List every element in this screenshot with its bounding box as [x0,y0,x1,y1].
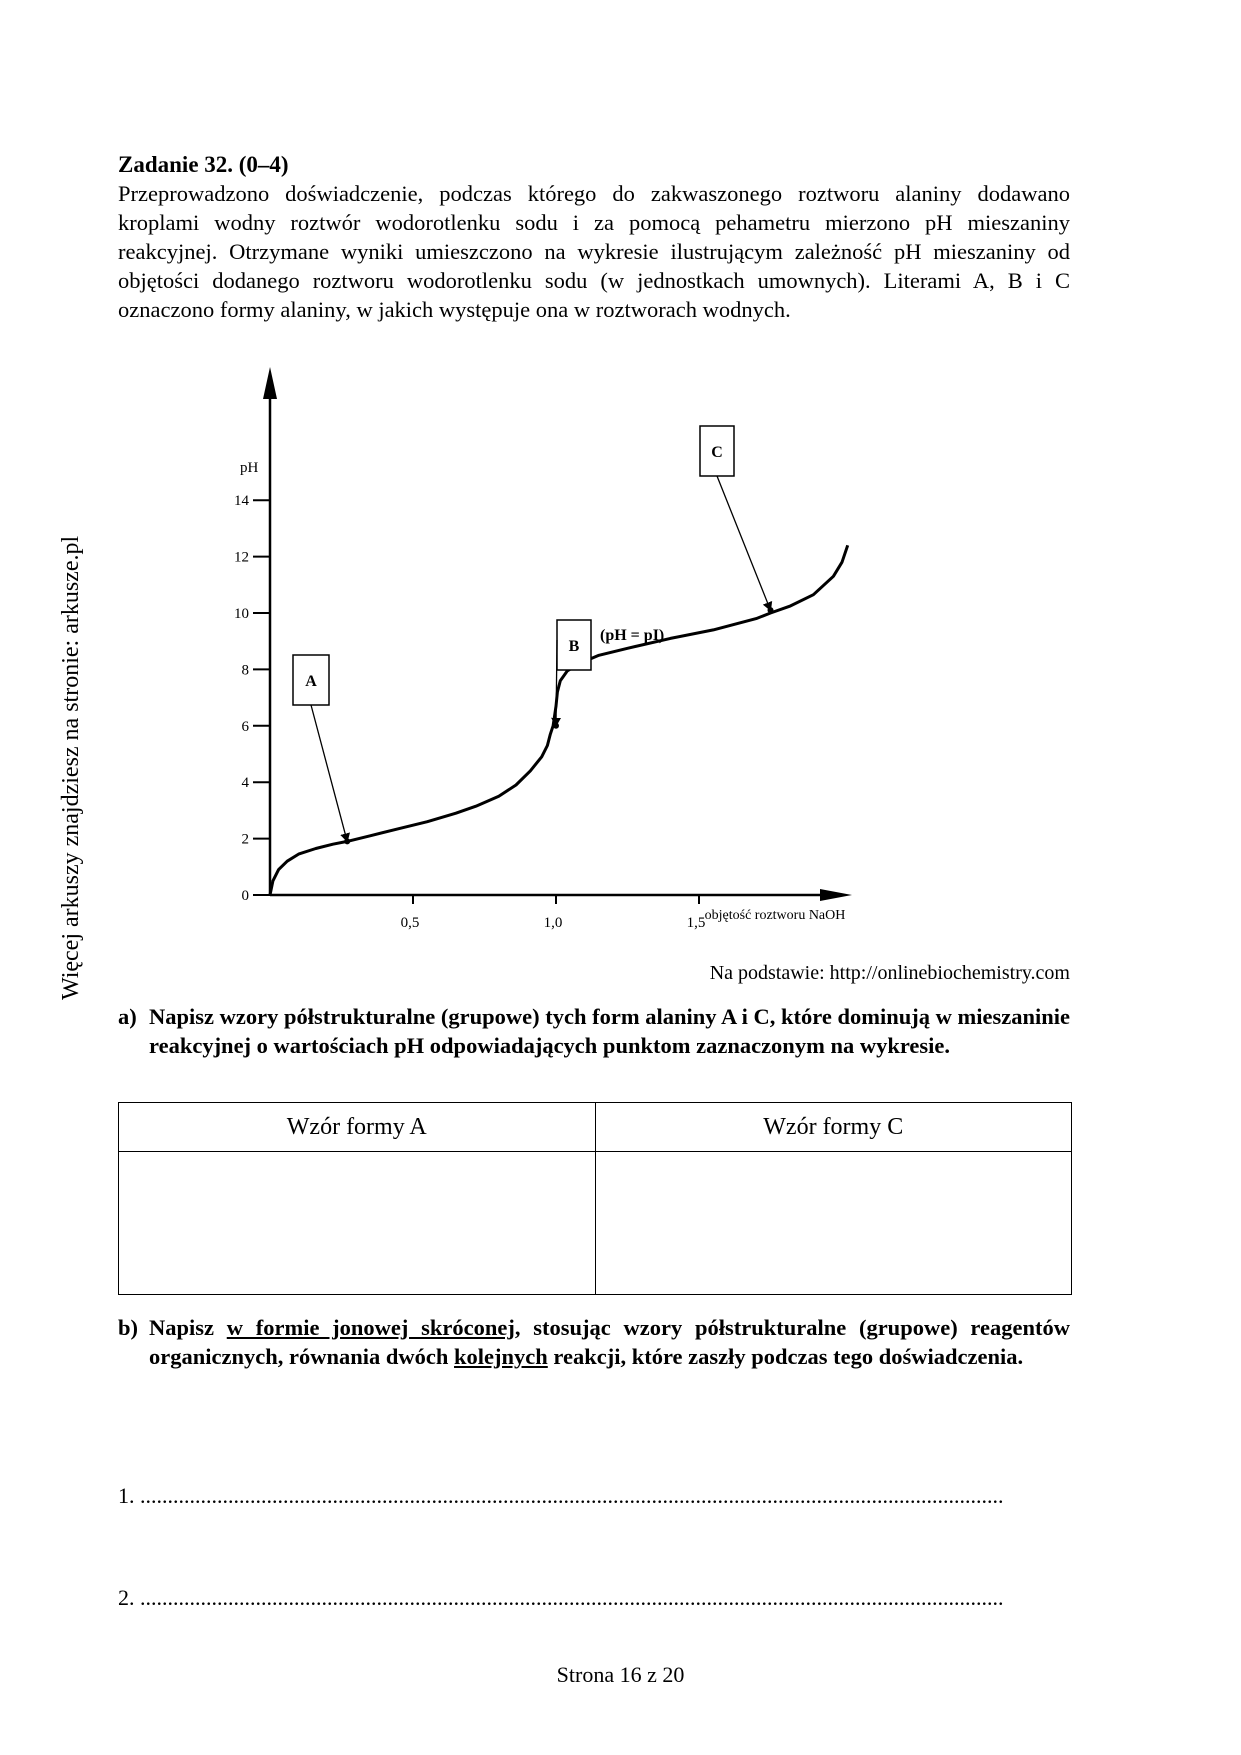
annotation-box-a [292,654,330,706]
question-b-number: b) [118,1315,139,1340]
task-title: Zadanie 32. (0–4) [118,152,289,177]
question-b-underline-2: kolejnych [454,1344,548,1369]
titration-chart: pH objętość roztworu NaOH 0 2 4 6 8 10 12 14 0,5 1,… [200,365,980,945]
question-b-text-3: reakcji, które zaszły podczas tego doświ… [547,1344,1024,1369]
annotation-point-c [767,607,774,614]
x-tick-label: 0,5 [401,915,420,931]
annotation-box-b [556,619,592,671]
answer-cell-a[interactable] [118,1151,596,1295]
annotation-arrow-a [310,704,350,843]
question-b: b) Napisz w formie jonowej skróconej, st… [118,1313,1070,1371]
y-tick-label: 12 [234,550,249,566]
question-b-underline-1: w formie jonowej skróconej [226,1315,515,1340]
titration-curve [268,544,850,896]
y-tick-label: 0 [242,888,250,904]
y-tick-label: 2 [242,832,250,848]
annotation-arrow-c [716,475,773,612]
task-intro: Przeprowadzono doświadczenie, podczas kt… [118,181,1070,322]
y-tick-label: 4 [242,775,250,791]
x-tick-label: 1,5 [687,915,706,931]
question-b-text-1: Napisz [149,1315,227,1340]
chart-svg: pH objętość roztworu NaOH 0 2 4 6 8 10 12 14 0,5 1,… [234,367,852,931]
annotation-label-c: C [711,444,723,461]
annotation-arrow-b [551,639,562,727]
question-b-text-2: , stosując wzory półstrukturalne (grupow… [149,1315,1070,1369]
y-axis-label: pH [240,460,259,476]
answer-cell-c[interactable] [594,1151,1072,1295]
question-a-text: Napisz wzory półstrukturalne (grupowe) t… [149,1004,1070,1058]
x-tick-label: 1,0 [544,915,563,931]
question-a-number: a) [118,1004,137,1029]
y-tick-label: 6 [242,719,250,735]
y-axis-arrowhead [263,367,277,399]
annotation-box-c [699,425,735,477]
task-block: Zadanie 32. (0–4) Przeprowadzono doświad… [118,150,1070,324]
answer-line-1[interactable]: 1. .....................................… [118,1483,1004,1508]
answer-table: Wzór formy A Wzór formy C [118,1102,1072,1295]
annotation-point-a [344,838,351,845]
annotation-label-a: A [305,673,317,690]
page-footer: Strona 16 z 20 [556,1662,685,1687]
annotation-note-b: (pH = pI) [600,627,664,644]
x-axis-label: objętość roztworu NaOH [705,908,846,923]
y-tick-label: 8 [242,662,250,678]
question-a: a) Napisz wzory półstrukturalne (grupowe… [118,1002,1070,1060]
annotation-point-b [553,722,559,729]
answer-line-2[interactable]: 2. .....................................… [118,1585,1004,1610]
answer-table-header-c: Wzór formy C [594,1102,1072,1152]
x-axis-arrowhead [820,889,852,901]
y-tick-label: 10 [234,606,249,622]
y-tick-label: 14 [234,493,250,509]
side-note: Więcej arkuszy znajdziesz na stronie: ar… [58,535,84,1000]
answer-table-header-a: Wzór formy A [118,1102,596,1152]
annotation-label-b: B [569,638,580,655]
question-b-text: Napisz w formie jonowej skróconej, stosu… [149,1313,1070,1371]
source-note: Na podstawie: http://onlinebiochemistry.… [709,962,1070,984]
